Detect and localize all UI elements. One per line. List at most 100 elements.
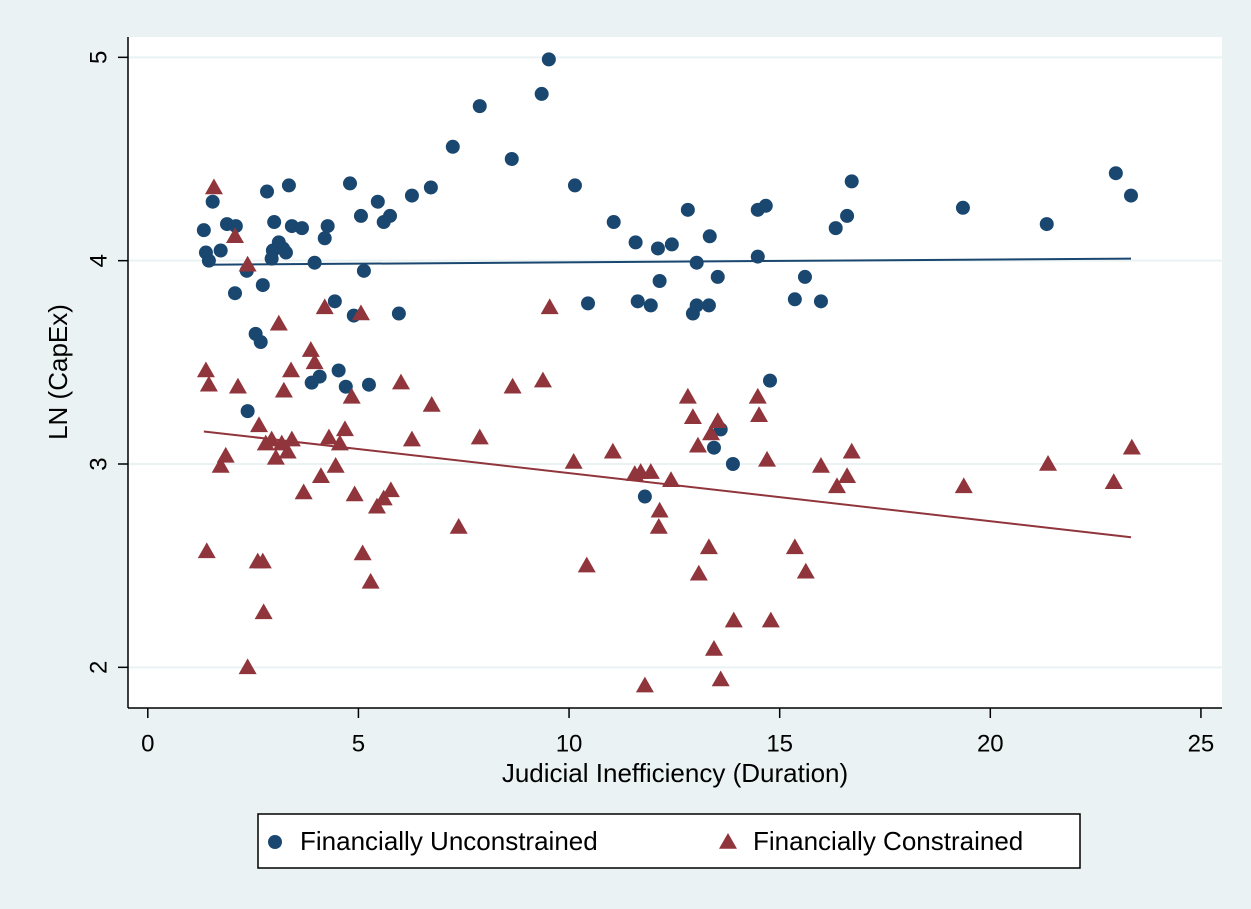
triangle-marker [266, 448, 285, 465]
circle-marker [338, 379, 353, 394]
triangle-marker [724, 611, 743, 628]
triangle-marker [470, 428, 489, 445]
triangle-marker [225, 227, 244, 244]
circle-marker [1039, 217, 1054, 232]
triangle-marker [262, 430, 281, 447]
legend-marker [719, 833, 737, 849]
triangle-marker [294, 483, 313, 500]
x-tick-label: 10 [556, 730, 583, 757]
triangle-marker [254, 603, 273, 620]
plot-area [128, 37, 1222, 708]
x-tick-label: 20 [977, 730, 1004, 757]
triangle-marker [367, 497, 386, 514]
triangle-marker [391, 373, 410, 390]
circle-marker [267, 215, 282, 230]
circle-marker [227, 286, 242, 301]
legend-marker [268, 835, 282, 849]
triangle-marker [342, 387, 361, 404]
triangle-marker [269, 314, 288, 331]
circle-marker [445, 139, 460, 154]
triangle-marker [704, 640, 723, 656]
circle-marker [787, 292, 802, 307]
circle-marker [356, 263, 371, 278]
triangle-marker [533, 371, 552, 388]
circle-marker [383, 208, 398, 223]
legend [257, 813, 1081, 869]
circle-marker [606, 215, 621, 230]
circle-marker [813, 294, 828, 309]
triangle-marker [305, 353, 324, 370]
triangle-marker [661, 471, 680, 488]
triangle-marker [748, 387, 767, 404]
circle-marker [423, 180, 438, 195]
circle-marker [281, 178, 296, 193]
circle-marker [255, 278, 270, 293]
triangle-marker [838, 467, 857, 483]
triangle-marker [678, 387, 697, 404]
triangle-marker [449, 518, 468, 534]
triangle-marker [199, 375, 218, 392]
circle-marker [391, 306, 406, 321]
triangle-marker [196, 361, 215, 378]
circle-marker [472, 99, 487, 114]
triangle-marker [635, 676, 654, 693]
circle-marker [228, 219, 243, 234]
circle-marker [828, 221, 843, 236]
triangle-marker [761, 611, 780, 628]
triangle-marker [274, 381, 293, 398]
circle-marker [725, 457, 740, 471]
triangle-marker [311, 467, 330, 483]
y-tick-label: 2 [85, 661, 112, 674]
circle-marker [701, 298, 716, 313]
triangle-marker [381, 481, 400, 498]
circle-marker [797, 269, 812, 284]
x-axis-title: Judicial Inefficiency (Duration) [502, 758, 848, 788]
fit-line [203, 257, 1132, 266]
triangle-marker [345, 485, 364, 502]
y-tick-label: 5 [85, 51, 112, 64]
triangle-marker [708, 412, 727, 429]
circle-marker [628, 235, 643, 250]
circle-marker [370, 194, 385, 209]
triangle-marker [353, 544, 372, 561]
triangle-marker [503, 377, 522, 394]
x-tick-label: 15 [766, 730, 793, 757]
circle-marker [213, 243, 228, 258]
circle-marker [361, 377, 376, 392]
circle-marker [294, 221, 309, 236]
triangle-marker [278, 442, 297, 459]
circle-marker [844, 174, 859, 189]
y-tick-label: 4 [85, 254, 112, 267]
triangle-marker [204, 178, 223, 195]
circle-marker [353, 208, 368, 223]
triangle-marker [228, 377, 247, 394]
triangle-marker [335, 420, 354, 437]
triangle-marker [301, 341, 320, 357]
triangle-marker [785, 538, 804, 555]
triangle-marker [750, 406, 769, 422]
circle-marker [240, 404, 255, 419]
circle-marker [264, 251, 279, 266]
circle-marker [253, 335, 268, 349]
triangle-marker [540, 298, 559, 315]
circle-marker [331, 363, 346, 378]
x-tick-label: 0 [141, 730, 154, 757]
triangle-marker [422, 396, 441, 412]
triangle-marker [197, 542, 216, 559]
circle-marker [650, 241, 665, 256]
circle-marker [320, 219, 335, 234]
circle-marker [689, 255, 704, 270]
circle-marker [504, 152, 519, 166]
triangle-marker [238, 658, 257, 675]
triangle-marker [374, 489, 393, 506]
triangle-marker [702, 424, 721, 441]
circle-marker [680, 202, 695, 217]
circle-marker [567, 178, 582, 193]
triangle-marker [315, 298, 334, 315]
circle-marker [278, 245, 293, 260]
circle-marker [307, 255, 322, 270]
triangle-marker [282, 361, 301, 378]
legend-label: Financially Unconstrained [300, 826, 598, 856]
